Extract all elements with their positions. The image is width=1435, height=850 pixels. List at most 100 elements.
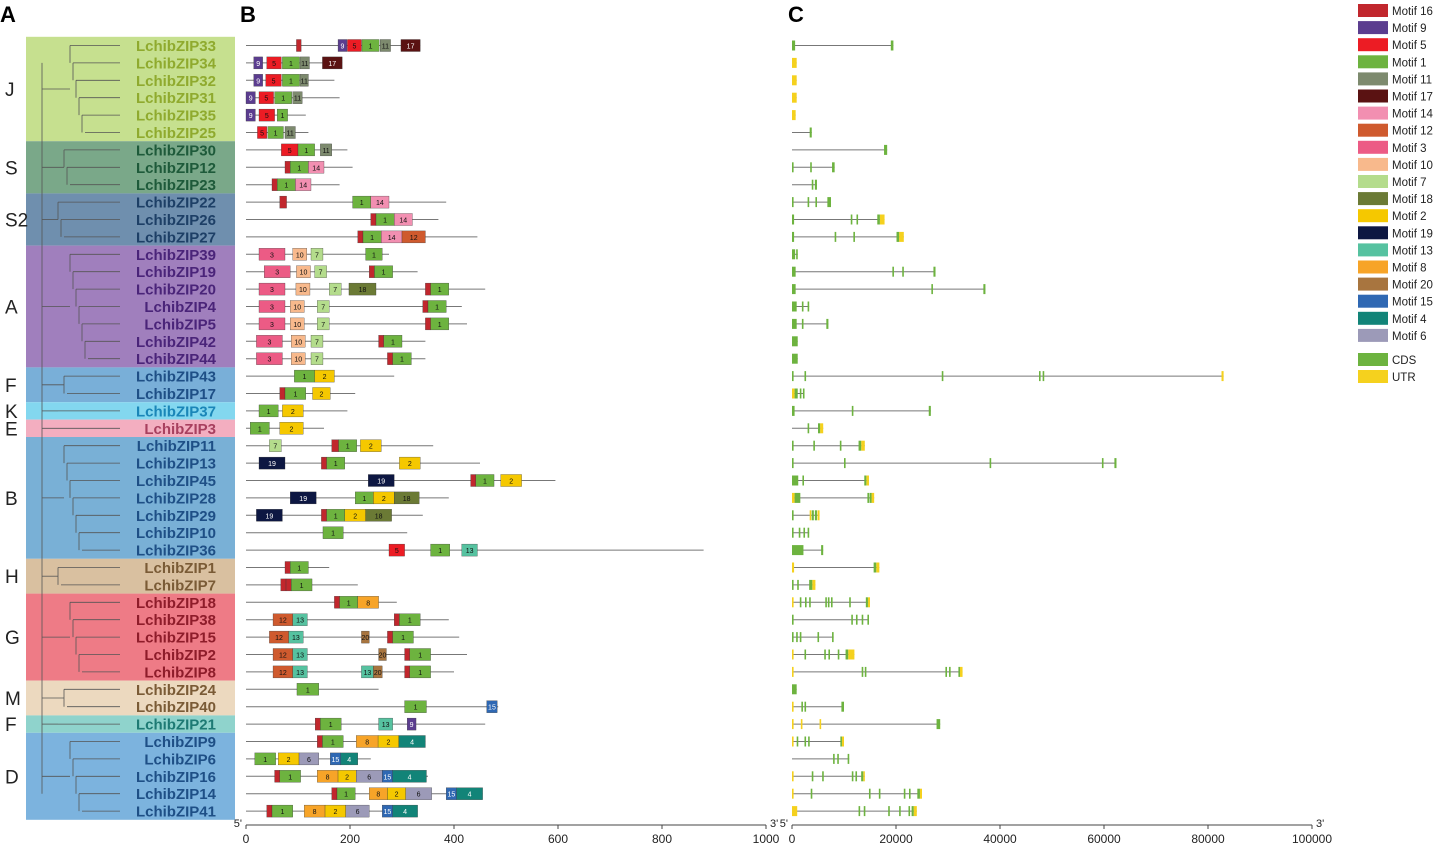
protein-lchibzip41: 1 8 2 6 15 4 [246,804,418,818]
cds-segment [834,231,837,242]
motif-label: 7 [315,339,319,346]
motif-1-box [399,613,421,626]
motif-16-box [274,770,280,783]
cds-segment [811,179,814,190]
cds-segment [814,510,817,521]
motif-label: 11 [294,96,301,103]
clade-label-j: J [5,80,15,101]
gene-label-lchibzip27: LchibZIP27 [136,229,216,246]
motif-16-box [387,630,393,644]
motif-8-box [357,596,379,609]
legend-label-motif-13: Motif 13 [1392,245,1433,257]
legend-label-motif-15: Motif 15 [1392,297,1433,309]
protein-lchibzip2: 12 13 20 1 [246,648,467,661]
motif-1-box [383,335,403,348]
gene-structure-lchibzip1 [792,562,880,573]
motif-2-box [314,369,335,383]
motif-label: 1 [293,392,297,399]
cds-segment [839,440,842,451]
protein-lchibzip20: 3 10 7 18 1 [246,282,486,296]
cds-segment [792,545,804,556]
motif-1-box [267,126,284,139]
gene-label-lchibzip29: LchibZIP29 [136,508,216,525]
motif-20-box [361,630,370,644]
clade-box-f-11 [26,715,235,733]
motif-label: 18 [359,287,367,294]
cds-segment [851,771,854,782]
cds-segment [809,597,811,608]
clade-label-h: H [5,567,19,588]
motif-label: 7 [321,322,325,329]
cds-segment [945,666,947,677]
cds-segment [855,614,858,625]
legend-swatch-motif-20 [1358,277,1388,291]
motif-label: 12 [410,235,418,242]
motif-7-box [310,335,324,348]
motif-label: 13 [296,670,304,677]
cds-segment [861,771,864,782]
cds-segment [792,440,794,451]
motif-label: 17 [328,61,336,68]
motif-16-box [331,439,339,452]
motif-16-box [334,596,340,609]
utr-segment [792,788,794,799]
legend-label-motif-19: Motif 19 [1392,228,1433,240]
motif-label: 1 [401,635,405,642]
protein-lchibzip34: 9 5 1 11 17 [246,56,343,70]
motif-label: 1 [306,687,310,694]
motif-16-box [404,648,410,661]
motif-3-box [256,335,283,348]
motif-label: 1 [435,305,439,312]
gene-structure-lchibzip2 [792,649,855,660]
motif-16-box [280,578,287,592]
clade-label-k: K [5,402,18,423]
gene-label-lchibzip11: LchibZIP11 [137,438,216,455]
gene-structure-lchibzip3 [792,423,824,434]
cds-segment [815,197,817,208]
motif-10-box [295,282,311,296]
motif-16-box [331,787,338,800]
cds-segment [792,458,794,469]
gene-structure-lchibzip16 [792,771,865,782]
cds-segment [931,284,933,295]
legend-label-motif-3: Motif 3 [1392,143,1427,155]
cds-segment [933,266,936,277]
utr-segment [959,666,963,677]
utr-segment [792,75,797,86]
protein-lchibzip32: 9 5 1 11 [246,74,335,87]
cds-segment [805,597,807,608]
motif-1-box [338,439,357,452]
motif-label: 7 [319,270,323,277]
motif-16-box [357,230,364,244]
motif-1-box [250,422,270,435]
protein-lchibzip36: 5 1 13 [246,543,704,557]
gene-label-lchibzip30: LchibZIP30 [136,142,216,159]
motif-20-box [378,648,387,661]
motif-label: 5 [264,96,268,103]
protein-lchibzip39: 3 10 7 1 [246,248,389,261]
motif-label: 1 [483,479,487,486]
cds-segment [792,231,795,242]
protein-lchibzip42: 3 10 7 1 [246,335,426,348]
cds-segment [832,632,834,643]
motif-13-box [292,613,308,626]
protein-lchibzip40: 1 15 [246,700,499,713]
motif-20-box [373,665,383,679]
gene-label-lchibzip1: LchibZIP1 [144,560,216,577]
motif-1-box [258,404,279,418]
motif-label: 6 [417,792,421,799]
motif-label: 14 [299,183,307,190]
cds-segment [810,162,812,173]
cds-segment [1039,371,1041,382]
utr-segment [792,110,796,121]
motif-label: 13 [296,653,304,660]
motif-label: 4 [347,757,351,764]
motif-label: 1 [267,409,271,416]
motif-label: 1 [382,270,386,277]
motif-label: 7 [321,305,325,312]
motif-2-box [399,456,421,470]
motif-label: 5 [272,61,276,68]
gene-structure-lchibzip7 [792,579,816,590]
protein-lchibzip35: 9 5 1 [245,108,306,122]
